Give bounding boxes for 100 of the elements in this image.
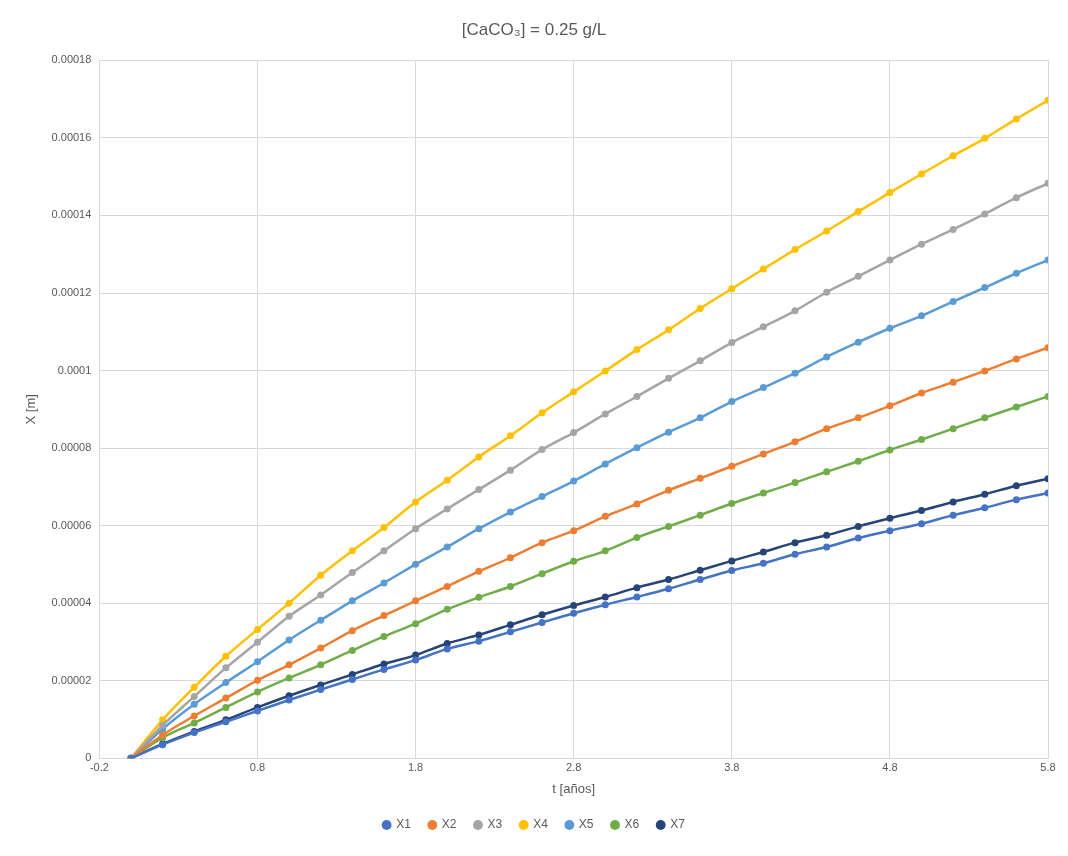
point (190, 683, 198, 691)
point (506, 554, 514, 562)
point (443, 645, 451, 653)
point (538, 409, 546, 417)
legend-label: X2 (441, 817, 457, 832)
point (285, 674, 293, 682)
point (981, 414, 989, 422)
point (538, 446, 546, 454)
point (886, 527, 894, 535)
point (253, 638, 261, 646)
point (475, 567, 483, 575)
point (475, 631, 483, 639)
point (412, 656, 420, 664)
x-axis-title: t [años] (552, 780, 595, 796)
point (759, 323, 767, 331)
point (1012, 194, 1020, 202)
point (949, 511, 957, 519)
point (285, 599, 293, 607)
point (190, 712, 198, 720)
point (380, 612, 388, 620)
point (728, 285, 736, 293)
point (791, 539, 799, 547)
point (475, 637, 483, 645)
point (981, 504, 989, 512)
point (665, 374, 673, 382)
point (633, 500, 641, 508)
x-tick-label: 3.8 (724, 760, 740, 773)
point (1012, 355, 1020, 363)
y-tick-label: 0.00018 (51, 53, 92, 66)
point (886, 446, 894, 454)
point (665, 428, 673, 436)
point (854, 522, 862, 530)
point (443, 605, 451, 613)
point (222, 664, 230, 672)
point (253, 658, 261, 666)
point (317, 591, 325, 599)
point (570, 527, 578, 535)
point (412, 525, 420, 533)
point (886, 189, 894, 197)
x-tick-label: 1.8 (407, 760, 424, 773)
point (443, 582, 451, 590)
point (601, 367, 609, 375)
point (759, 450, 767, 458)
point (633, 584, 641, 592)
point (380, 579, 388, 587)
point (380, 665, 388, 673)
point (317, 571, 325, 579)
point (918, 240, 926, 248)
point (759, 265, 767, 273)
point (475, 525, 483, 533)
point (412, 560, 420, 568)
point (949, 425, 957, 433)
point (348, 627, 356, 635)
point (633, 593, 641, 601)
point (601, 601, 609, 609)
point (696, 566, 704, 574)
y-tick-label: 0.00016 (51, 130, 92, 143)
point (949, 498, 957, 506)
point (854, 272, 862, 280)
point (981, 284, 989, 292)
point (285, 636, 293, 644)
point (759, 559, 767, 567)
point (253, 676, 261, 684)
point (443, 505, 451, 513)
point (412, 597, 420, 605)
point (791, 307, 799, 315)
point (918, 170, 926, 178)
point (412, 498, 420, 506)
point (918, 312, 926, 320)
point (728, 398, 736, 406)
point (696, 511, 704, 519)
point (918, 436, 926, 444)
point (633, 444, 641, 452)
y-axis-title: X [m] (23, 394, 39, 425)
x-tick-label: 2.8 (566, 760, 582, 773)
point (348, 597, 356, 605)
point (823, 468, 831, 476)
legend-label: X5 (578, 817, 594, 832)
point (570, 429, 578, 437)
point (696, 305, 704, 313)
point (981, 134, 989, 142)
y-tick-label: 0.00008 (51, 441, 92, 454)
point (759, 384, 767, 392)
point (190, 693, 198, 701)
point (285, 612, 293, 620)
point (538, 570, 546, 578)
point (918, 389, 926, 397)
point (918, 520, 926, 528)
point (443, 476, 451, 484)
point (380, 524, 388, 532)
point (222, 679, 230, 687)
chart-title: [CaCO₃] = 0.25 g/L (461, 19, 607, 39)
point (854, 208, 862, 216)
point (317, 644, 325, 652)
point (728, 557, 736, 565)
legend-label: X3 (487, 817, 503, 832)
point (506, 621, 514, 629)
point (665, 575, 673, 583)
point (538, 619, 546, 627)
point (348, 569, 356, 577)
